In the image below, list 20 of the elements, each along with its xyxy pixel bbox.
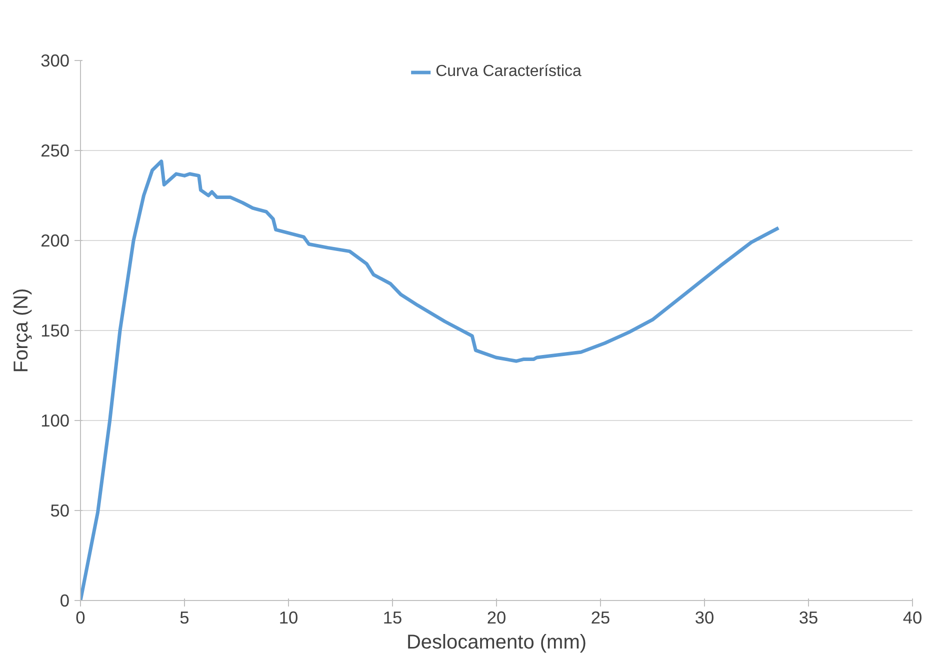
- x-axis-title: Deslocamento (mm): [406, 632, 587, 654]
- x-tick-label: 15: [382, 608, 402, 628]
- y-tick-label: 100: [40, 410, 70, 430]
- x-tick-label: 10: [278, 608, 298, 628]
- line-series: [80, 160, 780, 600]
- y-tick-label: 50: [50, 500, 70, 520]
- x-tick-label: 30: [694, 608, 714, 628]
- x-tick-label: 25: [590, 608, 610, 628]
- y-axis-title: Força (N): [10, 288, 33, 373]
- x-tick-label: 5: [180, 608, 190, 628]
- x-tick-label: 0: [76, 608, 86, 628]
- y-tick-label: 250: [40, 140, 70, 160]
- y-tick-label: 150: [40, 320, 70, 340]
- legend-label: Curva Característica: [436, 63, 582, 81]
- x-tick-label: 20: [486, 608, 506, 628]
- y-tick-label: 300: [40, 50, 70, 70]
- x-tick-label: 40: [902, 608, 922, 628]
- x-tick-label: 35: [798, 608, 818, 628]
- y-tick-label: 0: [60, 590, 70, 610]
- y-tick-label: 200: [40, 230, 70, 250]
